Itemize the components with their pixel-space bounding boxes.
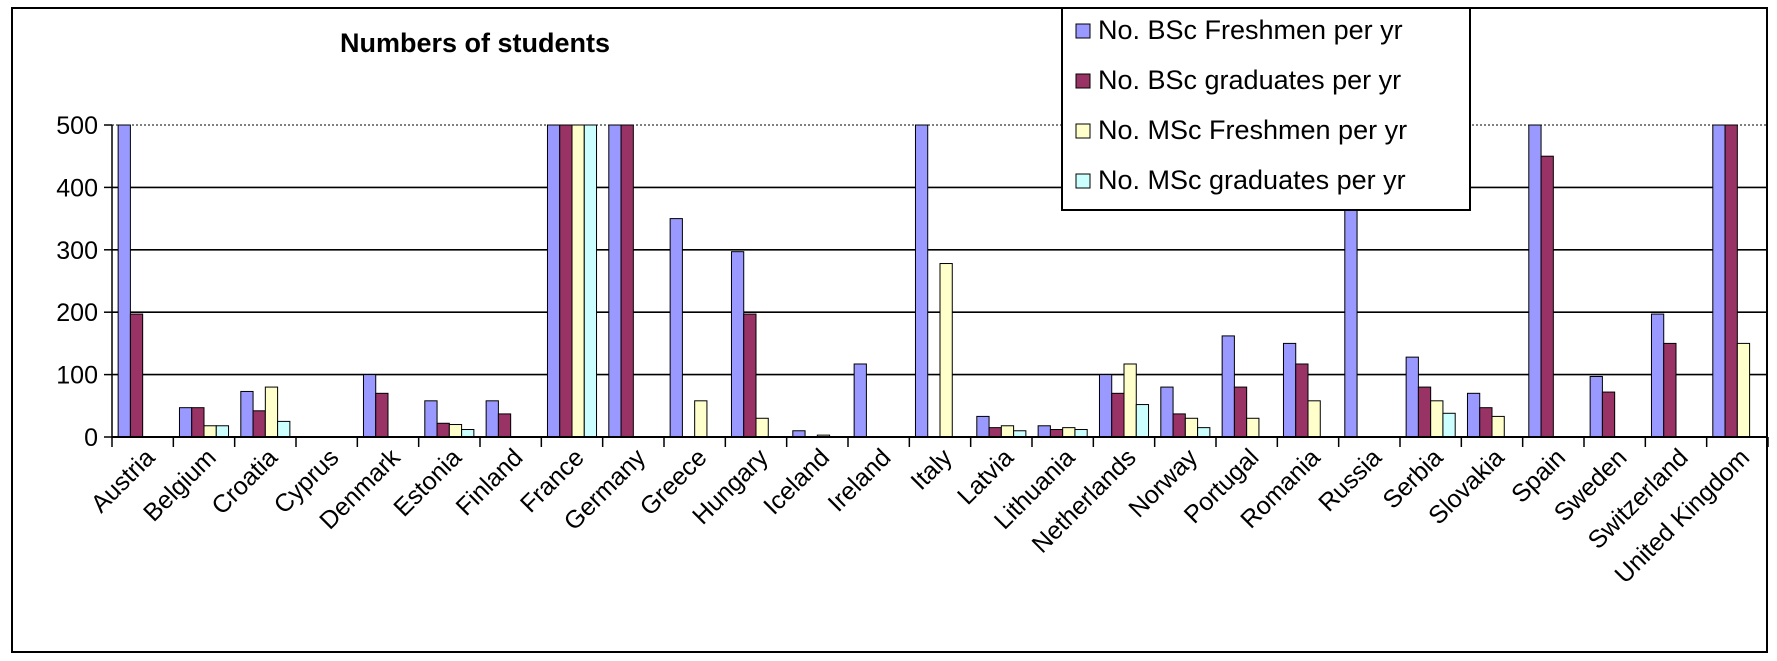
bar-finland-series-1 [485,400,499,438]
bar-united-kingdom-series-3 [1736,342,1751,438]
bar-serbia-series-2 [1417,386,1432,438]
bar-hungary-series-2 [743,313,757,438]
bar-romania-series-3 [1307,400,1321,438]
bar-norway-series-3 [1184,417,1199,438]
bar-belgium-series-2 [191,407,205,438]
legend-swatch [1075,23,1091,39]
bar-france-series-4 [583,124,598,438]
bar-croatia-series-2 [252,410,266,438]
bar-finland-series-2 [497,413,512,438]
legend-entry-label: No. MSc Freshmen per yr [1098,115,1407,145]
y-tick-label: 500 [56,112,98,140]
gridlines [112,124,1768,376]
bar-spain-series-1 [1528,124,1542,438]
bar-lithuania-series-1 [1037,425,1051,438]
legend-entry-label: No. MSc graduates per yr [1098,165,1406,195]
bar-france-series-1 [546,124,561,438]
chart-border [11,7,1768,653]
bar-sweden-series-1 [1589,375,1603,438]
bar-belgium-series-1 [178,407,193,438]
bar-estonia-series-2 [436,422,450,438]
legend-swatch [1075,123,1091,139]
bar-slovakia-series-2 [1479,407,1493,438]
bar-slovakia-series-1 [1466,392,1481,438]
bar-portugal-series-1 [1221,335,1235,438]
legend-entry-label: No. BSc Freshmen per yr [1098,15,1403,45]
bar-denmark-series-2 [375,392,389,438]
bar-estonia-series-4 [461,429,475,438]
bar-switzerland-series-2 [1663,342,1677,438]
y-tick-label: 100 [56,362,98,390]
y-tick-label: 0 [84,424,98,452]
bar-greece-series-1 [669,218,683,438]
bar-germany-series-2 [620,124,634,438]
chart-title: Numbers of students [340,28,610,58]
bar-estonia-series-3 [448,424,463,438]
bar-russia-series-1 [1344,186,1358,438]
bars [117,124,1751,438]
bar-netherlands-series-3 [1123,363,1137,438]
bar-slovakia-series-3 [1491,415,1505,438]
bar-france-series-2 [559,124,573,438]
bar-denmark-series-1 [362,374,377,438]
bar-united-kingdom-series-2 [1724,124,1738,438]
bar-belgium-series-4 [215,425,230,438]
bar-serbia-series-3 [1430,400,1444,438]
bar-greece-series-3 [694,400,708,438]
bar-croatia-series-3 [264,386,279,438]
legend: No. BSc Freshmen per yr No. BSc graduates… [1061,7,1471,211]
legend-box [1061,7,1471,211]
bar-belgium-series-3 [203,425,217,438]
bar-austria-series-2 [129,313,144,438]
bar-switzerland-series-1 [1650,313,1665,438]
bar-norway-series-2 [1172,413,1186,438]
bar-portugal-series-2 [1233,386,1248,438]
bar-netherlands-series-1 [1098,374,1113,438]
bar-latvia-series-1 [976,415,990,438]
bar-lithuania-series-3 [1062,427,1076,438]
bar-netherlands-series-2 [1111,392,1125,438]
bar-romania-series-2 [1295,363,1309,438]
bar-germany-series-1 [608,124,622,438]
legend-swatch [1075,73,1091,89]
bar-ireland-series-1 [853,363,867,438]
bar-serbia-series-1 [1405,356,1419,438]
bar-norway-series-1 [1160,386,1174,438]
bar-spain-series-2 [1540,155,1554,438]
y-tick-label: 200 [56,299,98,327]
bar-sweden-series-2 [1601,391,1616,438]
bar-hungary-series-3 [755,417,769,438]
legend-entry-label: No. BSc graduates per yr [1098,65,1401,95]
bar-estonia-series-1 [424,400,438,438]
bar-hungary-series-1 [730,251,745,438]
bar-netherlands-series-4 [1135,404,1150,438]
bar-romania-series-1 [1282,342,1297,438]
bar-latvia-series-2 [988,427,1002,438]
bar-italy-series-1 [914,124,929,438]
bar-france-series-3 [571,124,585,438]
bar-croatia-series-4 [277,420,291,438]
legend-swatch [1075,173,1091,189]
bar-italy-series-3 [939,263,953,438]
y-tick-label: 300 [56,237,98,265]
bar-lithuania-series-2 [1049,429,1064,438]
bar-serbia-series-4 [1442,412,1456,438]
bar-austria-series-1 [117,124,131,438]
bar-croatia-series-1 [240,390,254,438]
bar-portugal-series-3 [1246,417,1260,438]
bar-lithuania-series-4 [1074,429,1088,438]
bar-latvia-series-3 [1000,425,1015,438]
y-tick-label: 400 [56,174,98,202]
bar-united-kingdom-series-1 [1712,124,1726,438]
bar-norway-series-4 [1197,427,1211,438]
